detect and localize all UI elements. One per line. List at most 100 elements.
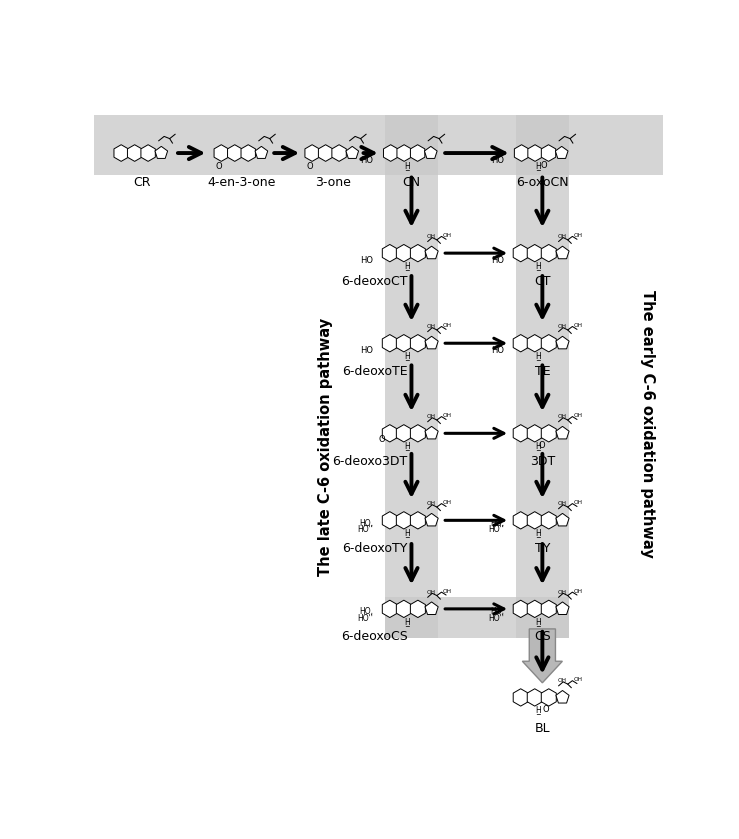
Text: OH: OH (558, 414, 567, 420)
Text: 3-one: 3-one (315, 176, 351, 189)
Text: O: O (379, 435, 386, 444)
Bar (516, 115, 568, 638)
Text: H̲: H̲ (536, 161, 542, 169)
Polygon shape (241, 144, 256, 161)
Text: OH: OH (558, 501, 567, 506)
Polygon shape (410, 335, 426, 352)
Polygon shape (556, 513, 569, 526)
Polygon shape (513, 335, 528, 352)
Polygon shape (528, 144, 542, 161)
Text: H̲: H̲ (405, 441, 410, 451)
Text: H̲: H̲ (536, 528, 542, 537)
Text: CS: CS (534, 630, 551, 644)
Text: H̲: H̲ (405, 528, 410, 537)
Polygon shape (541, 335, 556, 352)
Text: TE: TE (534, 365, 550, 378)
Polygon shape (425, 246, 438, 258)
Polygon shape (114, 144, 129, 161)
Polygon shape (425, 602, 438, 614)
Text: HO'': HO'' (357, 525, 373, 534)
Text: 6-deoxoCT: 6-deoxoCT (341, 274, 408, 288)
Bar (385, 115, 437, 638)
Polygon shape (541, 512, 556, 529)
Text: O: O (538, 441, 545, 451)
Polygon shape (396, 512, 412, 529)
Text: HO: HO (491, 347, 504, 356)
Bar (95, 115, 664, 175)
Text: OH: OH (573, 323, 582, 328)
Text: OH: OH (573, 233, 582, 238)
Text: OH: OH (573, 413, 582, 418)
Text: HO: HO (360, 347, 373, 356)
Polygon shape (556, 336, 569, 349)
Text: The early C-6 oxidation pathway: The early C-6 oxidation pathway (639, 290, 655, 558)
Text: 6-oxoCN: 6-oxoCN (516, 176, 569, 189)
Text: HO,: HO, (359, 519, 373, 528)
Polygon shape (397, 144, 412, 161)
Polygon shape (319, 144, 333, 161)
Polygon shape (255, 146, 268, 159)
Text: HO'': HO'' (488, 525, 504, 534)
Text: CT: CT (534, 274, 551, 288)
Text: 6-deoxoTY: 6-deoxoTY (342, 542, 408, 555)
Polygon shape (410, 512, 426, 529)
Text: H̲: H̲ (536, 351, 542, 360)
Polygon shape (382, 512, 398, 529)
Text: O: O (543, 706, 550, 714)
Text: HO: HO (360, 257, 373, 265)
Text: CN: CN (403, 176, 420, 189)
Polygon shape (155, 146, 168, 159)
Text: H̲: H̲ (536, 617, 542, 626)
Polygon shape (513, 425, 528, 442)
Polygon shape (141, 144, 155, 161)
Polygon shape (527, 425, 542, 442)
Text: The late C-6 oxidation pathway: The late C-6 oxidation pathway (318, 318, 333, 576)
FancyArrow shape (522, 629, 562, 683)
Text: H̲: H̲ (536, 706, 542, 714)
Polygon shape (556, 246, 569, 258)
Polygon shape (228, 144, 242, 161)
Text: OH: OH (558, 324, 567, 329)
Text: OH: OH (442, 589, 452, 594)
Text: 6-deoxo3DT: 6-deoxo3DT (333, 455, 408, 468)
Text: OH: OH (442, 323, 452, 328)
Text: OH: OH (427, 324, 436, 329)
Text: O: O (541, 161, 547, 169)
Text: OH: OH (442, 413, 452, 418)
Text: OH: OH (442, 500, 452, 505)
Text: HO'': HO'' (488, 613, 504, 623)
Text: H̲: H̲ (405, 261, 410, 270)
Polygon shape (332, 144, 347, 161)
Polygon shape (424, 146, 437, 159)
Polygon shape (556, 146, 568, 159)
Text: OH: OH (573, 589, 582, 594)
Text: OH: OH (427, 501, 436, 506)
Polygon shape (514, 144, 529, 161)
Polygon shape (425, 426, 438, 439)
Polygon shape (556, 602, 569, 614)
Polygon shape (556, 426, 569, 439)
Text: OH: OH (573, 500, 582, 505)
Polygon shape (425, 513, 438, 526)
Polygon shape (527, 244, 542, 262)
Polygon shape (410, 425, 426, 442)
Text: OH: OH (427, 234, 436, 239)
Polygon shape (541, 689, 556, 706)
Polygon shape (382, 600, 398, 618)
Text: 3DT: 3DT (530, 455, 555, 468)
Polygon shape (513, 689, 528, 706)
Text: 6-deoxoTE: 6-deoxoTE (342, 365, 408, 378)
Polygon shape (382, 244, 398, 262)
Text: 6-deoxoCS: 6-deoxoCS (341, 630, 408, 644)
Text: OH: OH (558, 234, 567, 239)
Text: H̲: H̲ (405, 351, 410, 360)
Polygon shape (541, 600, 556, 618)
Text: H̲: H̲ (536, 261, 542, 270)
Text: O: O (216, 163, 222, 171)
Text: HO,: HO, (490, 519, 504, 528)
Text: BL: BL (534, 722, 550, 735)
Polygon shape (410, 600, 426, 618)
Polygon shape (556, 690, 569, 703)
Polygon shape (127, 144, 142, 161)
Text: HO,: HO, (490, 607, 504, 617)
